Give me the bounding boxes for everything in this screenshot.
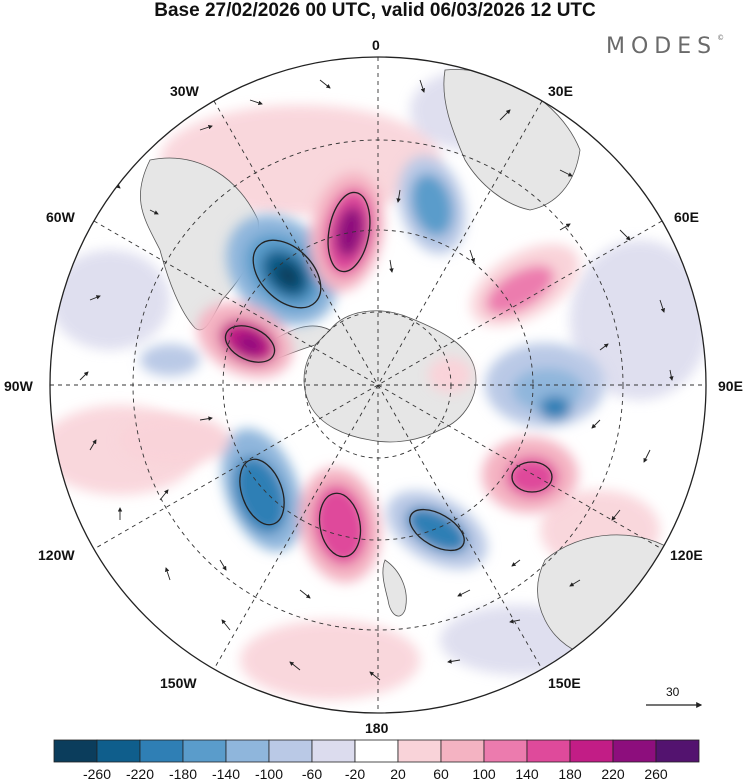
map-disk [50,57,706,713]
colorbar-tick-label: 260 [644,766,668,782]
colorbar-swatch [569,739,614,763]
colorbar-tick-label: -260 [82,766,112,782]
colorbar-tick-label: 180 [558,766,582,782]
colorbar-swatch [526,739,571,763]
lon-label-150e: 150E [548,675,581,691]
map-title: Base 27/02/2026 00 UTC, valid 06/03/2026… [154,0,596,21]
lon-label-60e: 60E [674,209,699,225]
modes-logo: MODES© [606,34,724,59]
lon-label-180: 180 [365,720,389,736]
lon-label-60w: 60W [46,209,75,225]
graticule [50,57,706,713]
antarctica [303,310,477,443]
colorbar-tick-label: -220 [125,766,155,782]
colorbar-swatch [139,739,184,763]
lon-label-90w: 90W [4,378,33,394]
colorbar-tick-label: -20 [344,766,366,782]
colorbar-swatch [440,739,485,763]
lon-label-120e: 120E [670,547,703,563]
reference-vector-label: 30 [666,685,680,699]
colorbar-tick-label: 60 [433,766,449,782]
colorbar-swatch [354,739,399,763]
colorbar-swatch [612,739,657,763]
colorbar-swatch [311,739,356,763]
colorbar [53,739,700,763]
new-zealand [382,559,407,617]
streamlines [224,191,553,558]
lon-label-0: 0 [372,37,380,53]
lon-label-30w: 30W [170,83,199,99]
colorbar-tick-label: 20 [390,766,406,782]
landmasses [139,69,683,662]
colorbar-swatch [397,739,442,763]
colorbar-tick-label: -60 [301,766,323,782]
colorbar-swatch [225,739,270,763]
colorbar-tick-label: 220 [601,766,625,782]
copyright-mark: © [717,34,725,42]
wind-vectors [79,79,674,681]
colorbar-tick-label: -100 [254,766,284,782]
colorbar-swatch [96,739,141,763]
lon-label-90e: 90E [718,378,743,394]
colorbar-swatch [182,739,227,763]
colorbar-swatch [483,739,528,763]
colorbar-swatch [655,739,700,763]
colorbar-tick-label: 140 [515,766,539,782]
lon-label-30e: 30E [548,83,573,99]
lon-label-120w: 120W [38,547,75,563]
map-border [49,56,707,714]
lon-label-150w: 150W [160,675,197,691]
colorbar-tick-label: -180 [168,766,198,782]
brand-name: MODES [606,34,718,59]
colorbar-swatch [268,739,313,763]
colorbar-tick-label: 100 [472,766,496,782]
anomaly-field [120,155,605,583]
colorbar-tick-label: -140 [211,766,241,782]
colorbar-swatch [53,739,98,763]
